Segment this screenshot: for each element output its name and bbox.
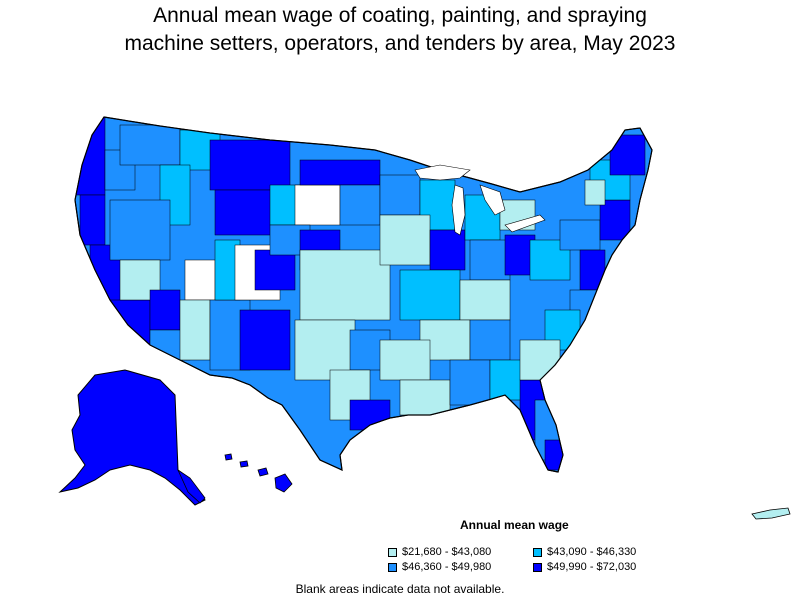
legend-swatch-4 xyxy=(533,562,542,572)
legend-item-2: $43,090 - $46,330 xyxy=(533,546,636,558)
area-region xyxy=(184,259,216,301)
area-region xyxy=(214,189,276,236)
legend-item-4: $49,990 - $72,030 xyxy=(533,561,636,573)
legend-item-3: $46,360 - $49,980 xyxy=(388,561,491,573)
lake-huron xyxy=(479,184,506,216)
puerto-rico-shape xyxy=(751,507,791,520)
puerto-rico xyxy=(751,507,791,520)
blank-areas-note: Blank areas indicate data not available. xyxy=(295,582,505,596)
area-region xyxy=(379,174,421,216)
lake-michigan xyxy=(451,184,466,236)
area-region xyxy=(79,194,106,246)
area-region xyxy=(519,339,561,381)
area-region xyxy=(149,289,181,331)
hawaii-maui xyxy=(257,467,269,477)
alaska-panhandle xyxy=(177,468,206,504)
area-region xyxy=(299,159,381,186)
area-region xyxy=(559,219,601,251)
hawaii-kauai xyxy=(224,453,233,461)
legend-swatch-3 xyxy=(388,562,397,572)
title-line-2: machine setters, operators, and tenders … xyxy=(124,32,676,55)
legend-swatch-2 xyxy=(533,547,542,557)
area-region xyxy=(239,309,291,371)
alaska xyxy=(58,369,206,506)
area-region xyxy=(254,249,296,291)
legend-item-1: $21,680 - $43,080 xyxy=(388,546,491,558)
legend-label-1: $21,680 - $43,080 xyxy=(402,546,492,558)
legend-title: Annual mean wage xyxy=(460,518,569,532)
legend-label-3: $46,360 - $49,980 xyxy=(402,561,492,573)
area-region xyxy=(584,179,606,206)
legend-label-4: $49,990 - $72,030 xyxy=(547,561,637,573)
alaska-shape xyxy=(58,369,206,506)
area-region xyxy=(459,279,511,321)
area-region xyxy=(339,184,381,226)
area-region xyxy=(599,199,631,241)
area-region xyxy=(399,269,461,321)
area-region xyxy=(579,249,606,291)
area-region xyxy=(449,359,491,406)
area-region xyxy=(109,199,171,261)
area-region xyxy=(294,184,341,226)
hawaii-oahu xyxy=(239,460,249,468)
area-region xyxy=(209,139,291,191)
map-title: Annual mean wage of coating, painting, a… xyxy=(0,2,800,58)
area-region xyxy=(379,339,431,381)
area-region xyxy=(469,239,511,281)
area-region xyxy=(609,134,646,176)
area-region xyxy=(75,117,106,196)
area-region xyxy=(469,319,511,361)
area-region xyxy=(399,379,451,416)
lake-superior xyxy=(414,164,471,181)
title-line-1: Annual mean wage of coating, painting, a… xyxy=(153,4,647,27)
area-region xyxy=(379,214,431,266)
hawaii xyxy=(224,453,293,493)
area-region xyxy=(299,249,391,321)
legend-label-2: $43,090 - $46,330 xyxy=(547,546,637,558)
contiguous-us xyxy=(74,116,653,473)
legend-swatch-1 xyxy=(388,547,397,557)
hawaii-big-island xyxy=(274,473,293,493)
area-region xyxy=(119,124,181,166)
us-mainland-outline xyxy=(74,116,653,473)
lake-erie xyxy=(504,214,546,233)
area-region xyxy=(179,299,211,361)
area-region xyxy=(429,229,466,271)
